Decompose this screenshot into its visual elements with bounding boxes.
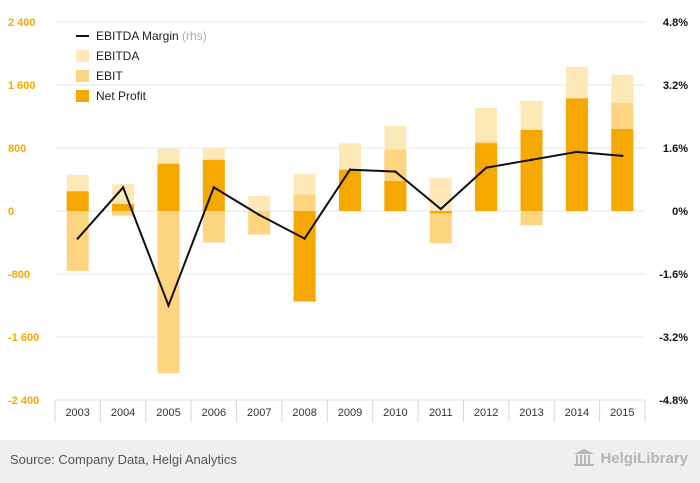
x-tick-label: 2014 — [565, 407, 589, 419]
y-tick-left: -800 — [8, 269, 30, 281]
combo-chart: 2 400 4.8% 1 600 3.2% 800 1.6% 0 0% -800 -1.6% -1 … — [8, 17, 688, 422]
y-tick-right: -4.8% — [659, 395, 688, 407]
y-tick-right: -1.6% — [659, 269, 688, 281]
ebitda-margin-point — [621, 154, 624, 158]
net-profit-bar — [339, 170, 361, 211]
legend-net-profit: Net Profit — [96, 89, 147, 103]
ebit-bar — [293, 194, 316, 211]
y-tick-right: 3.2% — [663, 80, 688, 92]
ebitda-margin-point — [212, 186, 216, 189]
net-profit-bar — [565, 98, 588, 211]
net-profit-bar — [202, 159, 225, 211]
x-tick-label: 2004 — [111, 407, 135, 419]
ebitda-margin-point — [258, 213, 261, 217]
x-tick-label: 2005 — [156, 407, 180, 419]
y-tick-left: -2 400 — [8, 395, 39, 407]
ebitda-margin-point — [348, 168, 352, 171]
net-profit-bar — [611, 129, 634, 211]
net-profit-bar — [384, 181, 407, 211]
x-tick-label: 2007 — [247, 407, 271, 419]
brand-name: HelgiLibrary — [600, 449, 688, 467]
ebit-bar — [520, 211, 543, 226]
library-building-icon — [574, 449, 595, 466]
y-tick-left: 0 — [8, 206, 14, 218]
x-tick-label: 2011 — [429, 407, 453, 419]
x-tick-label: 2008 — [292, 407, 316, 419]
x-tick-label: 2015 — [610, 407, 634, 419]
y-tick-left: 2 400 — [8, 17, 36, 29]
y-tick-left: 1 600 — [8, 80, 36, 92]
net-profit-bar — [66, 191, 89, 211]
ebitda-bar — [248, 196, 271, 211]
source-text: Source: Company Data, Helgi Analytics — [10, 452, 237, 467]
brand-logo[interactable]: HelgiLibrary — [573, 449, 688, 467]
legend-unit: (rhs) — [179, 29, 207, 43]
ebitda-margin-point — [484, 166, 488, 169]
ebitda-margin-point — [394, 170, 397, 173]
ebitda-margin-point — [303, 237, 306, 240]
x-tick-label: 2009 — [338, 407, 362, 419]
ebitda-bar — [429, 177, 452, 211]
ebitda-margin-point — [76, 237, 79, 240]
net-profit-bar — [429, 211, 452, 214]
y-tick-right: -3.2% — [659, 332, 688, 344]
ebit-bar — [202, 211, 225, 243]
legend-swatch-icon — [76, 70, 89, 82]
x-tick-label: 2013 — [519, 407, 543, 419]
x-tick-label: 2006 — [202, 407, 226, 419]
legend-ebit: EBIT — [96, 69, 123, 83]
ebit-bar — [157, 211, 180, 374]
x-tick-label: 2003 — [65, 407, 89, 419]
ebitda-margin-point — [575, 150, 579, 154]
ebitda-margin-point — [530, 158, 533, 162]
y-tick-left: 800 — [8, 143, 26, 155]
legend-swatch-icon — [76, 90, 89, 102]
ebit-bar — [112, 211, 135, 216]
x-tick-label: 2010 — [383, 407, 407, 419]
ebit-bar — [429, 211, 452, 244]
ebit-bar — [66, 211, 89, 271]
ebitda-margin-point — [167, 304, 170, 307]
y-tick-right: 0% — [672, 206, 688, 218]
net-profit-bar — [475, 143, 498, 211]
legend-swatch-icon — [76, 50, 89, 62]
net-profit-bar — [520, 129, 543, 211]
net-profit-bar — [157, 163, 180, 211]
y-tick-right: 4.8% — [663, 17, 688, 29]
y-tick-right: 1.6% — [663, 143, 688, 155]
ebitda-margin-point — [439, 207, 442, 211]
net-profit-bar — [112, 203, 135, 211]
y-tick-left: -1 600 — [8, 332, 39, 344]
ebitda-margin-point — [121, 186, 125, 189]
footer: Source: Company Data, Helgi Analytics He… — [0, 440, 700, 483]
legend-ebitda-margin: EBITDA Margin (rhs) — [96, 29, 207, 43]
net-profit-bar — [293, 211, 316, 302]
legend-ebitda: EBITDA — [96, 49, 139, 63]
x-tick-label: 2012 — [474, 407, 498, 419]
